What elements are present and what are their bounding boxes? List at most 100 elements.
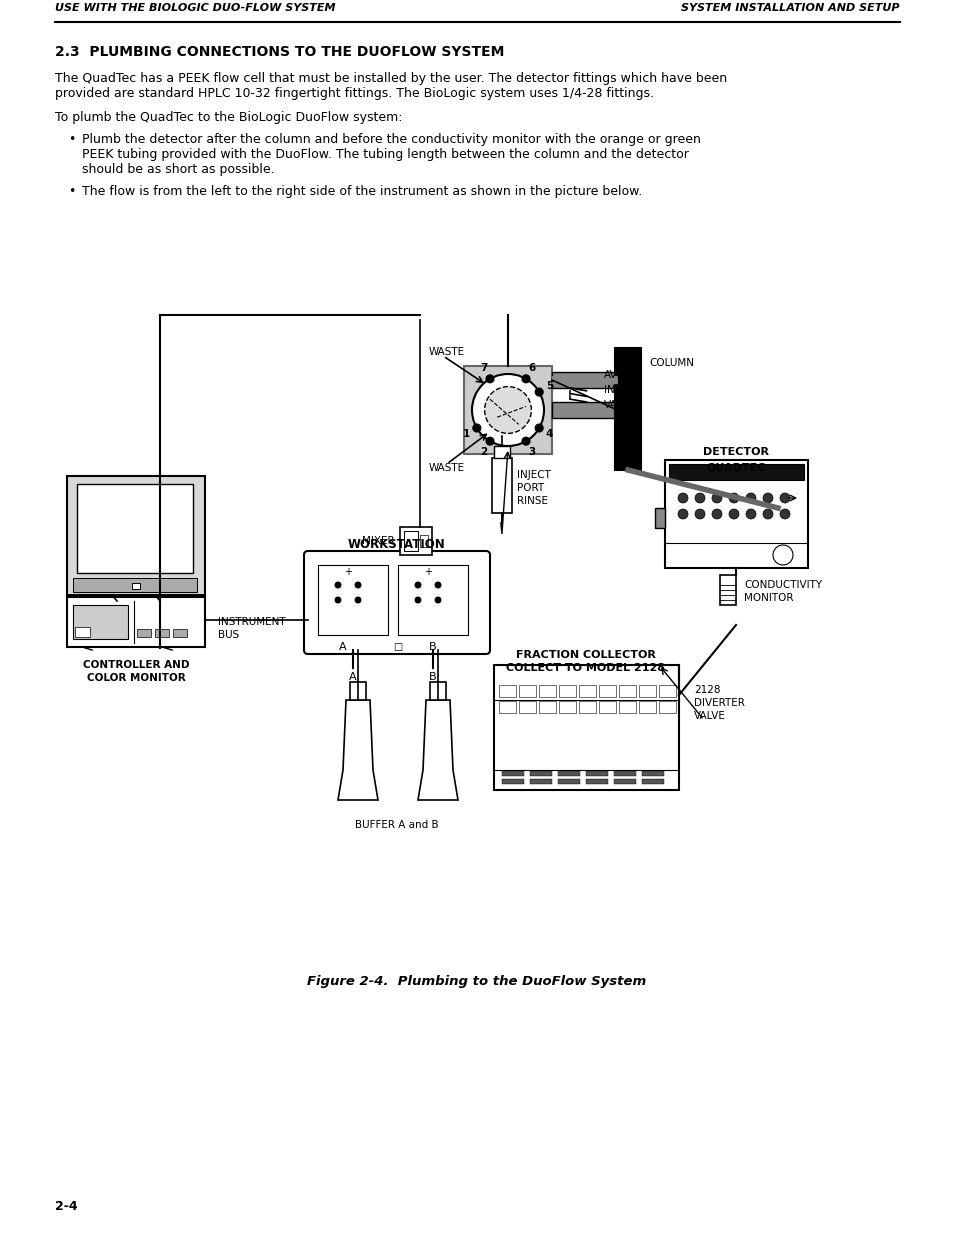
Text: 7: 7 bbox=[479, 363, 487, 373]
Bar bbox=[598, 701, 616, 713]
Bar bbox=[397, 564, 468, 635]
Bar bbox=[538, 701, 556, 713]
Text: •: • bbox=[68, 185, 75, 198]
Polygon shape bbox=[417, 700, 457, 800]
Text: AVR7-3: AVR7-3 bbox=[603, 370, 641, 380]
Text: BUS: BUS bbox=[218, 630, 239, 640]
Bar bbox=[494, 446, 510, 458]
Text: INJECT: INJECT bbox=[603, 385, 638, 395]
Polygon shape bbox=[337, 700, 377, 800]
Circle shape bbox=[678, 509, 687, 519]
Bar bbox=[618, 685, 636, 697]
Bar bbox=[639, 701, 656, 713]
Bar bbox=[498, 685, 516, 697]
Bar bbox=[578, 701, 596, 713]
Bar bbox=[154, 629, 169, 637]
Text: WASTE: WASTE bbox=[428, 463, 464, 473]
Text: 1: 1 bbox=[462, 429, 470, 438]
Bar bbox=[659, 685, 676, 697]
Text: COLOR MONITOR: COLOR MONITOR bbox=[87, 673, 185, 683]
Bar bbox=[614, 779, 636, 784]
Text: B: B bbox=[429, 672, 436, 682]
Text: MONITOR: MONITOR bbox=[743, 593, 793, 603]
Bar bbox=[530, 771, 552, 776]
Text: BUFFER A and B: BUFFER A and B bbox=[355, 820, 438, 830]
Circle shape bbox=[484, 387, 531, 433]
Bar bbox=[67, 597, 205, 647]
Bar bbox=[618, 701, 636, 713]
Bar bbox=[641, 779, 663, 784]
Bar bbox=[350, 682, 366, 700]
Bar bbox=[463, 366, 552, 454]
Bar bbox=[67, 475, 205, 595]
Text: Figure 2-4.  Plumbing to the DuoFlow System: Figure 2-4. Plumbing to the DuoFlow Syst… bbox=[307, 974, 646, 988]
Text: PORT: PORT bbox=[517, 483, 543, 493]
Text: The QuadTec has a PEEK flow cell that must be installed by the user. The detecto: The QuadTec has a PEEK flow cell that mu… bbox=[55, 72, 726, 85]
Circle shape bbox=[435, 597, 440, 603]
Circle shape bbox=[535, 424, 542, 432]
Circle shape bbox=[335, 597, 340, 603]
Circle shape bbox=[780, 509, 789, 519]
Circle shape bbox=[485, 375, 494, 383]
Circle shape bbox=[728, 509, 739, 519]
Text: WASTE: WASTE bbox=[428, 347, 464, 357]
Bar bbox=[655, 508, 664, 529]
Text: INSTRUMENT: INSTRUMENT bbox=[218, 618, 285, 627]
Bar bbox=[518, 685, 536, 697]
FancyBboxPatch shape bbox=[304, 551, 490, 655]
Circle shape bbox=[521, 437, 530, 445]
Bar bbox=[73, 605, 128, 638]
Text: PEEK tubing provided with the DuoFlow. The tubing length between the column and : PEEK tubing provided with the DuoFlow. T… bbox=[82, 148, 688, 161]
Text: CONTROLLER AND: CONTROLLER AND bbox=[83, 659, 189, 671]
Circle shape bbox=[745, 509, 755, 519]
Text: +: + bbox=[344, 567, 352, 577]
Bar bbox=[399, 527, 432, 555]
Bar bbox=[501, 771, 523, 776]
Bar bbox=[720, 576, 735, 605]
Circle shape bbox=[472, 374, 543, 446]
Bar bbox=[430, 682, 446, 700]
Circle shape bbox=[695, 493, 704, 503]
Text: WORKSTATION: WORKSTATION bbox=[348, 538, 445, 551]
Text: 5: 5 bbox=[545, 382, 553, 391]
Bar bbox=[137, 629, 151, 637]
Circle shape bbox=[415, 597, 420, 603]
Circle shape bbox=[355, 582, 360, 588]
Bar bbox=[530, 779, 552, 784]
Circle shape bbox=[711, 493, 721, 503]
Circle shape bbox=[762, 493, 772, 503]
Text: 4: 4 bbox=[545, 429, 553, 438]
Circle shape bbox=[485, 437, 494, 445]
Circle shape bbox=[678, 493, 687, 503]
Circle shape bbox=[521, 375, 530, 383]
Text: COLUMN: COLUMN bbox=[648, 358, 693, 368]
Bar bbox=[552, 372, 618, 388]
Text: RINSE: RINSE bbox=[517, 496, 547, 506]
Bar bbox=[552, 403, 618, 417]
Text: Plumb the detector after the column and before the conductivity monitor with the: Plumb the detector after the column and … bbox=[82, 133, 700, 146]
Text: INJECT: INJECT bbox=[517, 471, 550, 480]
Bar bbox=[317, 564, 388, 635]
Text: +: + bbox=[423, 567, 432, 577]
Bar bbox=[403, 531, 417, 551]
Text: A: A bbox=[349, 672, 356, 682]
Bar bbox=[492, 458, 512, 513]
Circle shape bbox=[415, 582, 420, 588]
Text: VALVE: VALVE bbox=[693, 711, 725, 721]
Text: 2-4: 2-4 bbox=[55, 1200, 77, 1213]
Circle shape bbox=[728, 493, 739, 503]
Bar bbox=[578, 685, 596, 697]
Text: 2128: 2128 bbox=[693, 685, 720, 695]
Text: provided are standard HPLC 10-32 fingertight fittings. The BioLogic system uses : provided are standard HPLC 10-32 fingert… bbox=[55, 86, 654, 100]
Bar bbox=[75, 627, 90, 637]
Circle shape bbox=[335, 582, 340, 588]
Bar bbox=[494, 664, 679, 790]
Text: B: B bbox=[429, 642, 436, 652]
Circle shape bbox=[473, 424, 480, 432]
Text: 2: 2 bbox=[480, 447, 487, 457]
Circle shape bbox=[711, 509, 721, 519]
Bar bbox=[614, 771, 636, 776]
Circle shape bbox=[745, 493, 755, 503]
Bar bbox=[498, 701, 516, 713]
Bar bbox=[77, 484, 193, 573]
